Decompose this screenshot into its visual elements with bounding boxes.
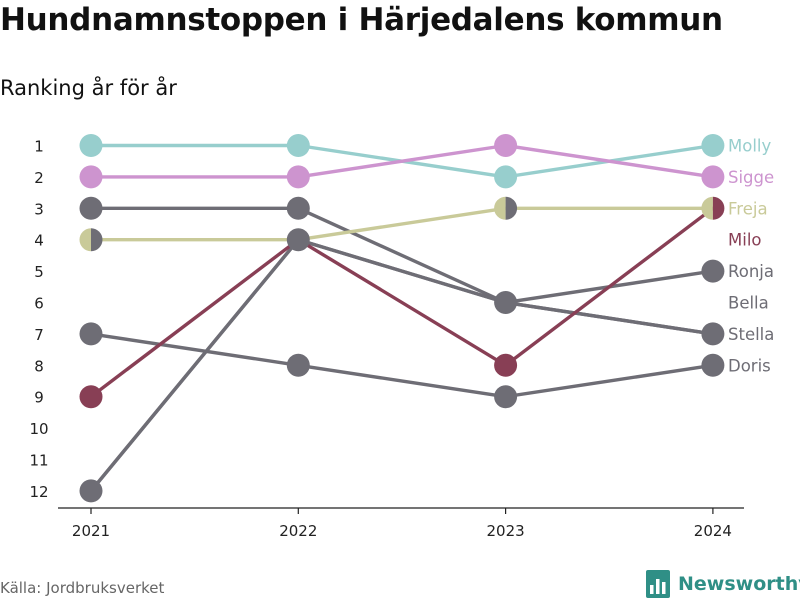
marker-2022-rank-3 [286,196,310,220]
marker-2021-rank-2 [79,165,103,189]
marker-2023-rank-2 [494,165,518,189]
marker-2021-rank-4-left-half [79,228,91,252]
marker-2023-rank-8 [494,353,518,377]
brand-name: Newsworthy [678,573,800,595]
y-tick-label-8: 8 [34,357,44,375]
y-tick-label-11: 11 [29,452,48,470]
marker-2024-rank-5 [701,259,725,283]
y-tick-label-4: 4 [34,232,44,250]
marker-2021-rank-7 [79,322,103,346]
x-tick-label-2023: 2023 [487,522,525,540]
x-tick-label-2024: 2024 [694,522,732,540]
rank-markers [79,134,725,503]
marker-2021-rank-4 [79,228,103,252]
y-tick-label-3: 3 [34,200,44,218]
marker-2024-rank-1 [701,134,725,157]
marker-2024-rank-3 [701,196,725,220]
y-tick-label-7: 7 [34,326,44,344]
y-tick-label-5: 5 [34,263,44,281]
series-line-milo [89,206,715,399]
series-line-doris [89,332,715,399]
marker-2023-rank-1 [494,134,518,157]
marker-2021-rank-4-right-half [91,228,103,252]
series-label-bella: Bella [728,294,769,313]
marker-2023-rank-3-left-half [494,196,506,220]
x-tick-label-2021: 2021 [72,522,110,540]
brand-logo[interactable]: Newsworthy [646,570,800,598]
marker-2024-rank-3-left-half [701,196,713,220]
series-label-stella: Stella [728,325,774,344]
marker-2021-rank-1 [79,134,103,157]
series-line-stella [89,237,715,493]
series-label-milo: Milo [728,231,762,250]
chart-title: Hundnamnstoppen i Härjedalens kommun [0,2,723,38]
source-note: Källa: Jordbruksverket [0,579,165,597]
y-tick-label-6: 6 [34,295,44,313]
series-lines [89,143,715,493]
marker-2024-rank-8 [701,353,725,377]
marker-2023-rank-3 [494,196,518,220]
series-label-molly: Molly [728,137,771,156]
marker-2023-rank-3-right-half [505,196,518,220]
marker-2021-rank-9 [79,385,103,409]
marker-2023-rank-9 [494,385,518,409]
marker-2022-rank-2 [286,165,310,189]
series-line-sigge [89,143,715,179]
y-tick-label-1: 1 [34,138,44,156]
marker-2022-rank-1 [286,134,310,157]
marker-2023-rank-6 [494,291,518,314]
end-labels: Molly Sigge Freja Milo Ronja Bella Stella Doris [728,137,774,376]
chart-subtitle: Ranking år för år [0,76,177,100]
series-label-freja: Freja [728,199,768,218]
marker-2022-rank-8 [286,353,310,377]
marker-2024-rank-7 [701,322,725,346]
x-tick-label-2022: 2022 [279,522,317,540]
y-tick-label-9: 9 [34,389,44,407]
y-tick-label-2: 2 [34,169,44,187]
marker-2021-rank-3 [79,196,103,220]
bar-chart-icon [646,570,670,598]
y-tick-label-12: 12 [29,483,48,501]
marker-2022-rank-4 [286,228,310,252]
marker-2024-rank-2 [701,165,725,189]
marker-2024-rank-3-right-half [712,196,725,220]
series-label-doris: Doris [728,356,771,375]
marker-2021-rank-12 [79,479,103,503]
series-line-freja [89,206,715,242]
series-label-ronja: Ronja [728,262,774,281]
y-tick-label-10: 10 [29,420,48,438]
series-label-sigge: Sigge [728,168,774,187]
